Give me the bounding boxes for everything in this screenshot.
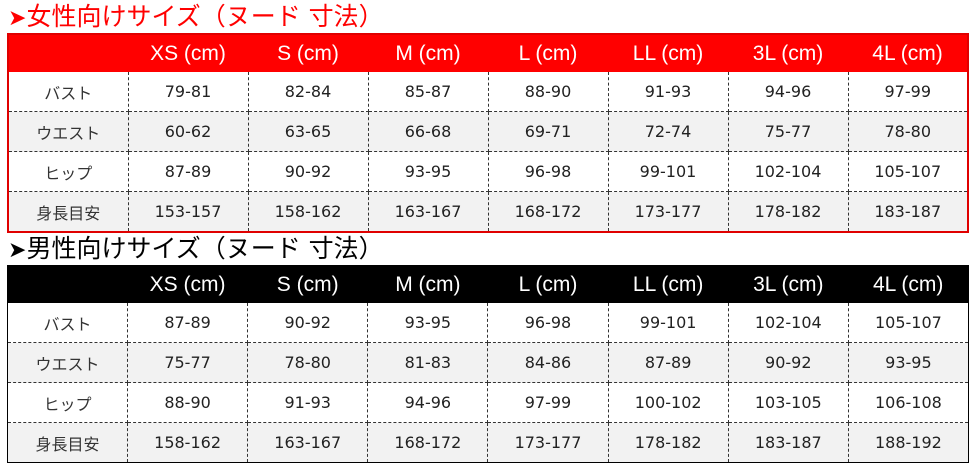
column-header: 4L (cm) [848, 265, 969, 303]
column-header: S (cm) [248, 34, 368, 72]
size-cell: 163-167 [368, 191, 489, 232]
size-cell: 93-95 [848, 342, 969, 383]
women-title-text: 女性向けサイズ（ヌード 寸法） [26, 2, 384, 31]
row-label: ヒップ [8, 151, 129, 192]
size-cell: 88-90 [127, 382, 249, 423]
men-size-title: ➤男性向けサイズ（ヌード 寸法） [8, 233, 384, 267]
column-header: M (cm) [368, 34, 488, 72]
size-cell: 94-96 [728, 72, 849, 112]
size-cell: 103-105 [728, 382, 849, 423]
size-cell: 85-87 [368, 72, 489, 112]
size-cell: 90-92 [248, 151, 369, 192]
size-cell: 99-101 [608, 303, 729, 343]
size-cell: 87-89 [128, 151, 249, 192]
header-row: XS (cm) S (cm) M (cm) L (cm) LL (cm) 3L (cm) 4… [7, 265, 969, 303]
size-cell: 72-74 [608, 111, 729, 152]
size-cell: 153-157 [128, 191, 249, 232]
size-cell: 69-71 [488, 111, 609, 152]
column-header: XS (cm) [127, 265, 248, 303]
row-label: 身長目安 [7, 422, 128, 463]
table-row: バスト 87-89 90-92 93-95 96-98 99-101 102-104 105-… [7, 303, 969, 343]
header-row: XS (cm) S (cm) M (cm) L (cm) LL (cm) 3L (cm) 4… [8, 34, 968, 72]
size-cell: 75-77 [127, 342, 249, 383]
size-cell: 178-182 [728, 191, 849, 232]
column-header: 3L (cm) [728, 265, 849, 303]
table-row: ウエスト 75-77 78-80 81-83 84-86 87-89 90-92 93-95 [7, 342, 969, 383]
column-header: M (cm) [367, 265, 488, 303]
table-row: 身長目安 158-162 163-167 168-172 173-177 178-182 1… [7, 422, 969, 463]
table-row: ヒップ 88-90 91-93 94-96 97-99 100-102 103-105 106… [7, 382, 969, 423]
row-label: バスト [7, 303, 128, 343]
column-header: 4L (cm) [848, 34, 968, 72]
size-cell: 91-93 [247, 382, 369, 423]
table-row: バスト 79-81 82-84 85-87 88-90 91-93 94-96 97-99 [8, 72, 968, 112]
column-header: XS (cm) [128, 34, 248, 72]
row-label: ヒップ [7, 382, 128, 423]
size-cell: 81-83 [367, 342, 489, 383]
size-cell: 105-107 [848, 303, 969, 343]
size-cell: 188-192 [848, 422, 969, 463]
size-cell: 163-167 [247, 422, 369, 463]
size-cell: 168-172 [488, 191, 609, 232]
women-size-table: XS (cm) S (cm) M (cm) L (cm) LL (cm) 3L (cm) 4… [7, 33, 969, 233]
size-cell: 158-162 [248, 191, 369, 232]
size-cell: 75-77 [728, 111, 849, 152]
column-header: S (cm) [247, 265, 368, 303]
men-size-table: XS (cm) S (cm) M (cm) L (cm) LL (cm) 3L (cm) 4… [7, 265, 969, 463]
row-label: バスト [8, 72, 129, 112]
size-cell: 158-162 [127, 422, 249, 463]
size-cell: 79-81 [128, 72, 249, 112]
size-cell: 97-99 [487, 382, 609, 423]
size-cell: 93-95 [367, 303, 489, 343]
arrow-icon: ➤ [8, 6, 27, 31]
size-cell: 90-92 [728, 342, 849, 383]
size-cell: 100-102 [608, 382, 729, 423]
size-cell: 90-92 [247, 303, 369, 343]
size-cell: 88-90 [488, 72, 609, 112]
row-label: ウエスト [7, 342, 128, 383]
size-cell: 78-80 [848, 111, 968, 152]
column-header [8, 34, 128, 72]
size-cell: 60-62 [128, 111, 249, 152]
size-cell: 99-101 [608, 151, 729, 192]
size-cell: 63-65 [248, 111, 369, 152]
size-cell: 105-107 [848, 151, 968, 192]
size-cell: 82-84 [248, 72, 369, 112]
size-cell: 102-104 [728, 303, 849, 343]
size-cell: 66-68 [368, 111, 489, 152]
size-cell: 87-89 [127, 303, 249, 343]
size-cell: 91-93 [608, 72, 729, 112]
size-cell: 106-108 [848, 382, 969, 423]
row-label: ウエスト [8, 111, 129, 152]
size-cell: 94-96 [367, 382, 489, 423]
women-size-title: ➤女性向けサイズ（ヌード 寸法） [8, 1, 384, 35]
column-header: L (cm) [487, 265, 609, 303]
size-cell: 168-172 [367, 422, 489, 463]
table-row: ヒップ 87-89 90-92 93-95 96-98 99-101 102-104 105-… [8, 151, 968, 192]
arrow-icon: ➤ [8, 238, 27, 263]
column-header: LL (cm) [608, 34, 728, 72]
size-cell: 183-187 [728, 422, 849, 463]
size-cell: 96-98 [487, 303, 609, 343]
size-cell: 183-187 [848, 191, 968, 232]
size-cell: 178-182 [608, 422, 729, 463]
size-cell: 84-86 [487, 342, 609, 383]
table-row: 身長目安 153-157 158-162 163-167 168-172 173-177 1… [8, 191, 968, 232]
men-title-text: 男性向けサイズ（ヌード 寸法） [26, 234, 384, 263]
size-cell: 97-99 [848, 72, 968, 112]
column-header: L (cm) [488, 34, 608, 72]
size-cell: 102-104 [728, 151, 849, 192]
size-cell: 93-95 [368, 151, 489, 192]
row-label: 身長目安 [8, 191, 129, 232]
column-header: 3L (cm) [728, 34, 848, 72]
size-cell: 87-89 [608, 342, 729, 383]
size-cell: 173-177 [608, 191, 729, 232]
column-header [7, 265, 128, 303]
size-cell: 96-98 [488, 151, 609, 192]
table-row: ウエスト 60-62 63-65 66-68 69-71 72-74 75-77 78-80 [8, 111, 968, 152]
column-header: LL (cm) [608, 265, 729, 303]
size-cell: 173-177 [487, 422, 609, 463]
size-cell: 78-80 [247, 342, 369, 383]
